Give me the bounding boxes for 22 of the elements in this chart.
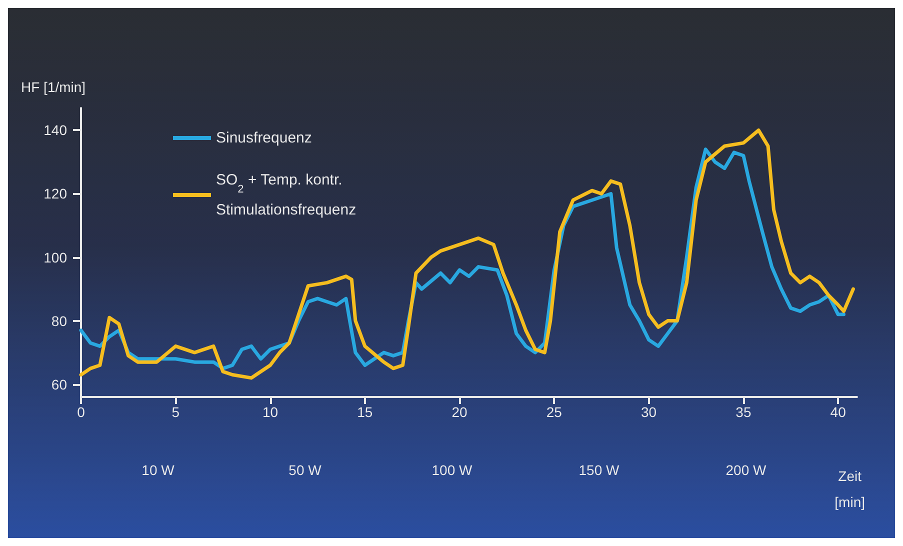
y-tick-label: 140 — [44, 122, 68, 138]
text: 150 W — [578, 462, 620, 478]
x-tick-label: 0 — [77, 404, 86, 420]
y-tick-label: 80 — [51, 312, 68, 329]
text: 10 W — [142, 462, 176, 478]
text: 100 W — [432, 462, 474, 478]
text: 50 W — [288, 462, 322, 478]
x-tick-label: 20 — [452, 404, 468, 420]
x-tick-label: 5 — [172, 404, 180, 420]
x-tick-label: 15 — [357, 404, 373, 420]
y-axis-title: HF [1/min] — [21, 79, 86, 95]
x-tick-label: 40 — [830, 404, 846, 420]
x-tick-label: 30 — [641, 404, 657, 420]
x-tick-label: 10 — [262, 404, 278, 420]
legend-label: Sinusfrequenz — [216, 130, 312, 146]
y-tick-label: 100 — [44, 249, 68, 266]
y-tick-label: 120 — [44, 186, 68, 202]
y-tick-label: 60 — [51, 376, 68, 392]
x-tick-label: 25 — [546, 404, 562, 420]
text: 200 W — [726, 462, 768, 478]
x-tick-label: 35 — [736, 404, 752, 420]
x-axis-title: Zeit [min] — [834, 468, 866, 510]
